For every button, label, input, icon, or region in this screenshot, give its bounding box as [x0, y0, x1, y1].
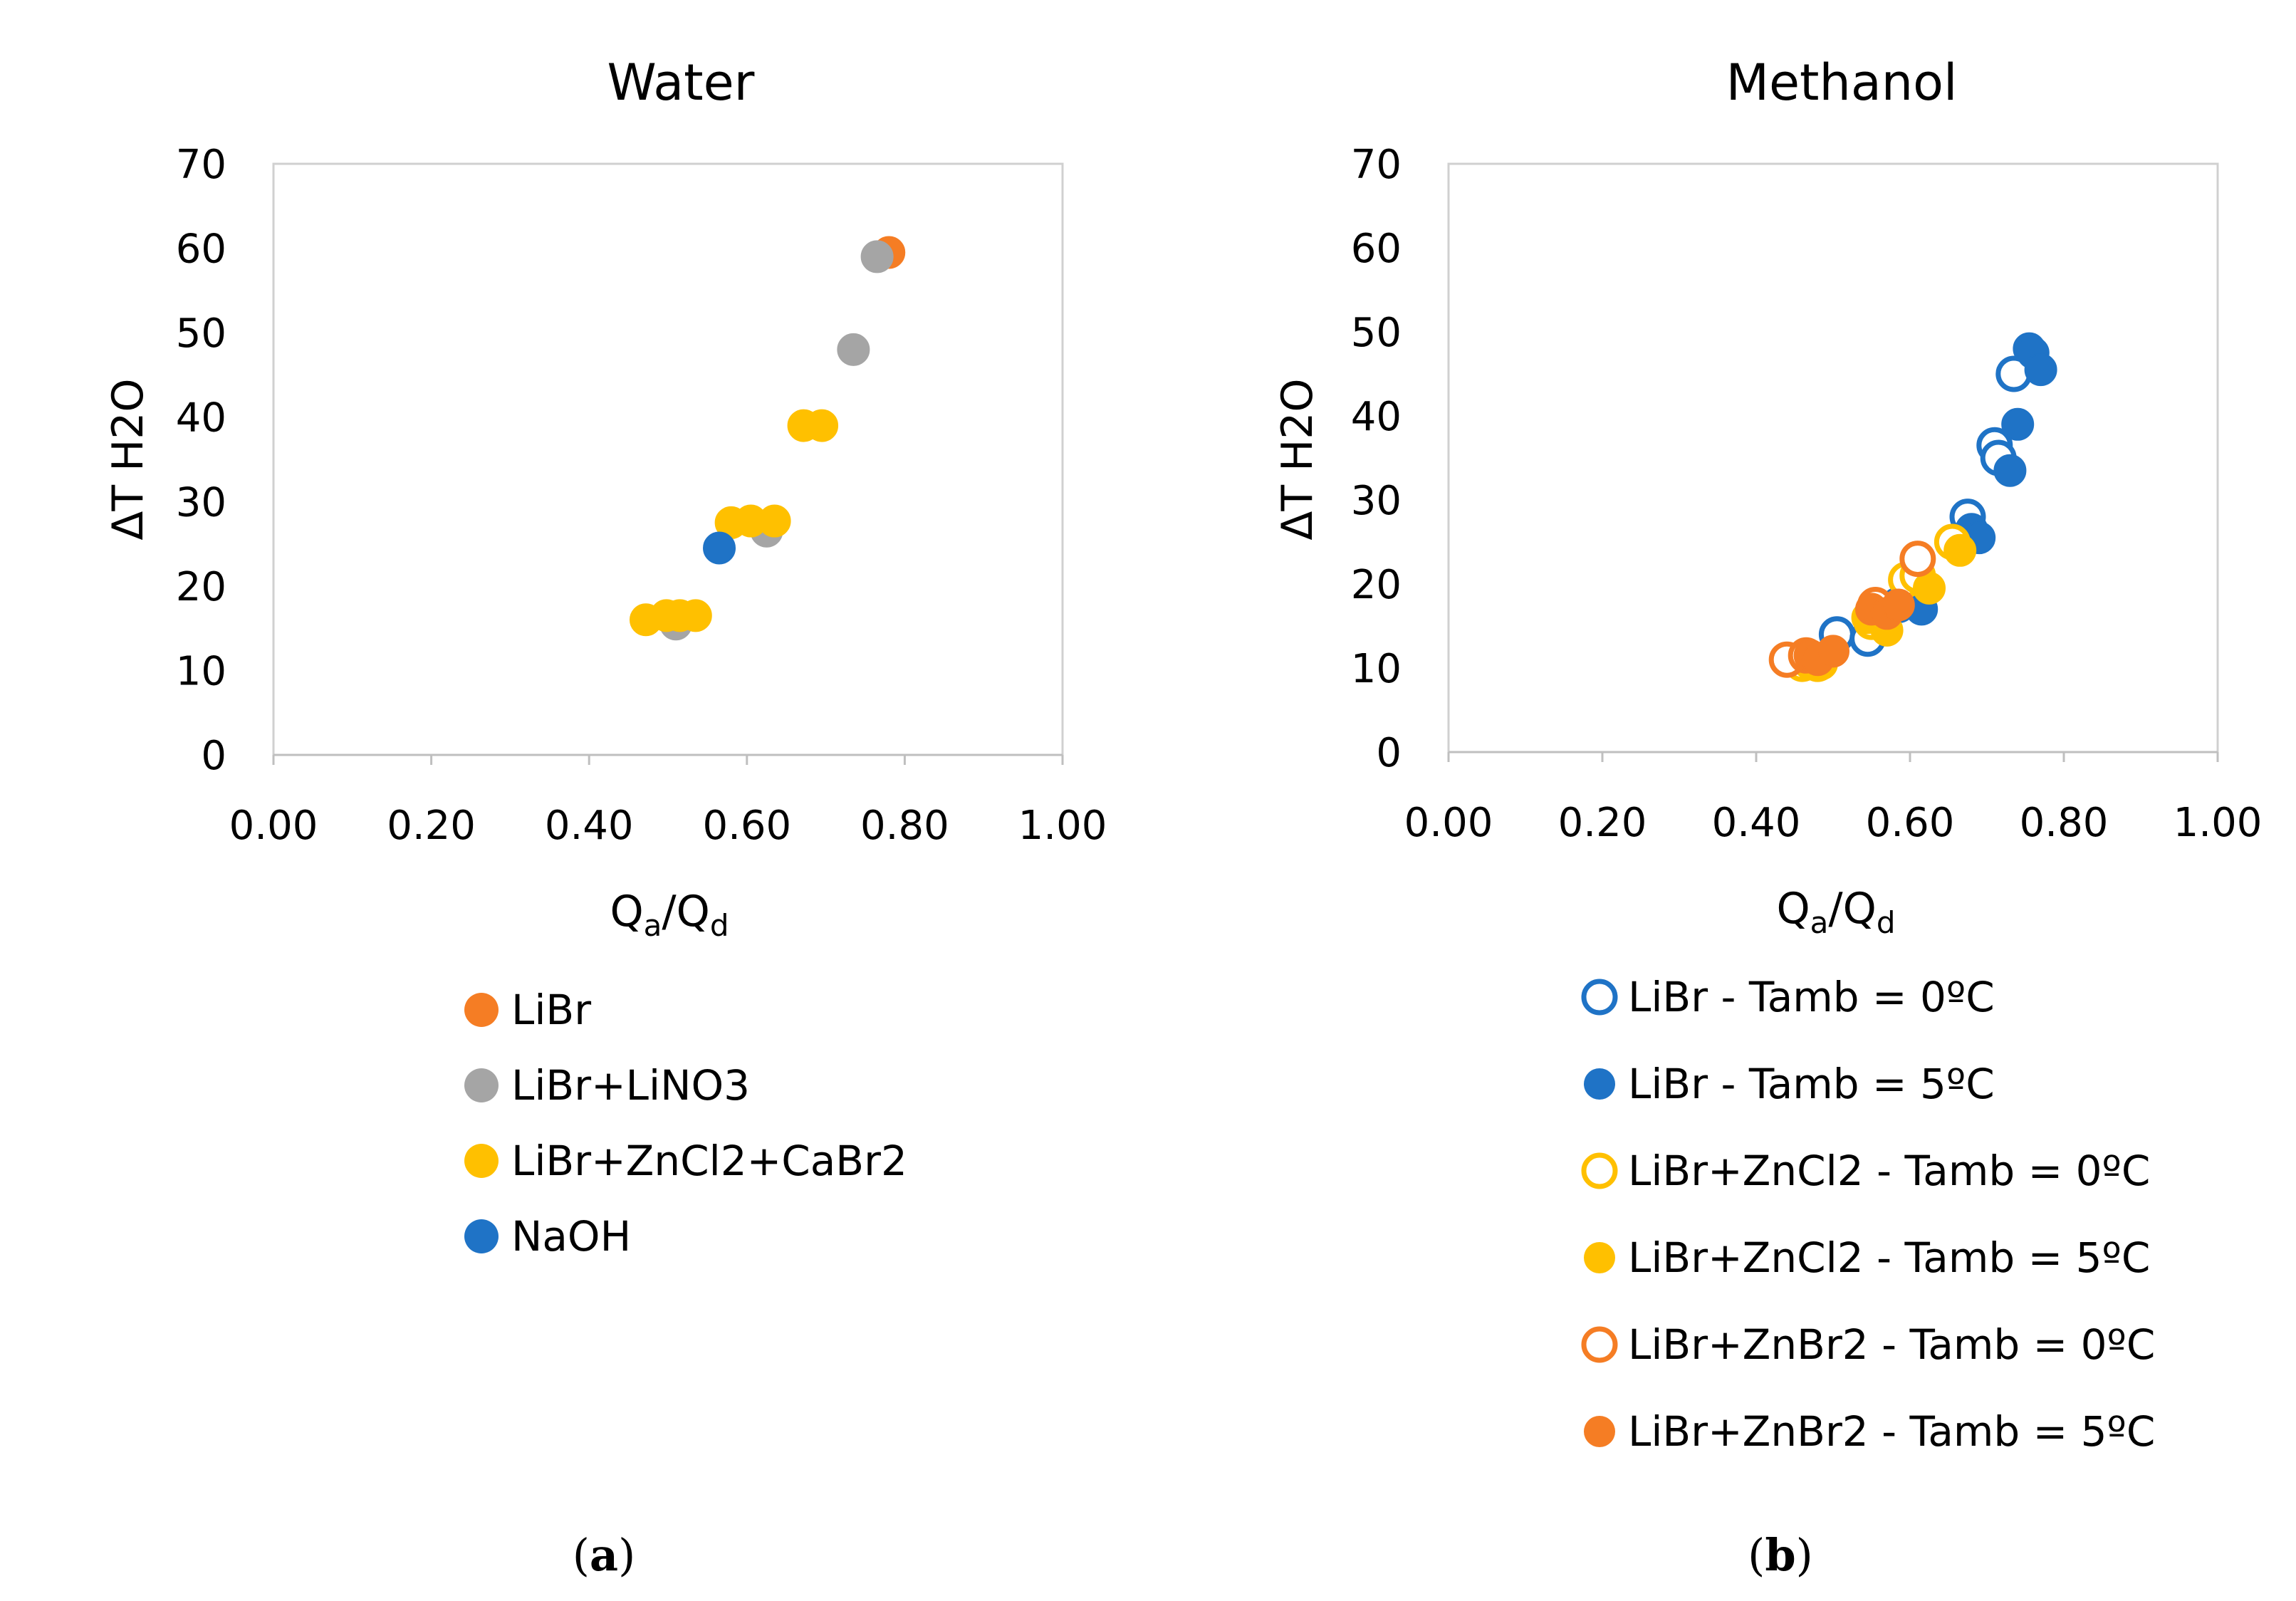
legend-marker	[1581, 1152, 1618, 1189]
legend-marker	[464, 993, 499, 1027]
plot-area	[272, 162, 1064, 756]
water-chart: Water 0.00 0.20 0.40 0.60 0.80 1.00 0 10 20 30 40 5…	[103, 53, 1107, 1581]
x-label-sub-d: d	[1877, 905, 1896, 940]
chart-title: Water	[607, 53, 755, 112]
legend-marker	[1584, 1416, 1615, 1447]
data-point	[837, 333, 870, 366]
legend-label: LiBr	[511, 986, 591, 1034]
data-point	[860, 240, 894, 273]
y-tick-label: 60	[176, 226, 226, 273]
legend-label: LiBr+ZnBr2 - Tamb = 0ºC	[1628, 1320, 2155, 1369]
y-tick-label: 70	[1351, 142, 1402, 188]
legend-marker	[464, 1144, 499, 1178]
data-point	[703, 531, 736, 565]
x-axis-label: Qa/Qd	[1776, 884, 1895, 940]
y-tick-label: 0	[201, 733, 226, 779]
y-tick-label: 40	[176, 395, 226, 442]
legend-marker	[464, 1068, 499, 1102]
data-points	[1768, 332, 2057, 682]
x-tick-label: 0.60	[1866, 800, 1955, 846]
x-label-sub-d: d	[710, 908, 729, 943]
caption-letter: b	[1765, 1529, 1795, 1581]
y-tick-label: 10	[176, 648, 226, 694]
legend-marker	[1584, 1242, 1615, 1273]
legend: LiBr - Tamb = 0ºC LiBr - Tamb = 5ºC LiBr+Z…	[1581, 973, 2155, 1456]
x-tick-label: 0.80	[2020, 800, 2109, 846]
axis-ticks: 0.00 0.20 0.40 0.60 0.80 1.00 0 10 20 30 40 50 60 70	[176, 142, 1107, 849]
data-point	[1913, 571, 1946, 605]
caption: (a)	[573, 1529, 636, 1581]
legend-label: LiBr+LiNO3	[511, 1061, 750, 1110]
x-label-q: Q	[610, 887, 643, 937]
legend-label: LiBr+ZnCl2 - Tamb = 5ºC	[1628, 1234, 2150, 1282]
data-point	[1899, 541, 1936, 578]
x-tick-label: 0.20	[387, 803, 476, 849]
caption-open: (	[1748, 1529, 1765, 1581]
legend-marker	[1581, 979, 1618, 1016]
x-tick-label: 0.00	[229, 803, 318, 849]
x-label-sep: /Q	[1828, 884, 1876, 934]
legend-marker	[1581, 1326, 1618, 1363]
x-tick-label: 0.00	[1404, 800, 1493, 846]
x-tick-label: 0.60	[702, 803, 791, 849]
legend-label: LiBr - Tamb = 5ºC	[1628, 1060, 1995, 1108]
caption-close: )	[618, 1529, 635, 1581]
x-axis-label: Qa/Qd	[610, 887, 729, 943]
caption: (b)	[1748, 1529, 1813, 1581]
methanol-chart: Methanol 0.00 0.20 0.40 0.60 0.80 1.00 0 10 20 30…	[1273, 53, 2262, 1581]
x-tick-label: 0.80	[860, 803, 949, 849]
legend-marker	[1584, 1068, 1615, 1100]
data-point	[758, 504, 791, 538]
y-tick-label: 70	[176, 142, 226, 188]
data-point	[805, 409, 839, 442]
y-axis-label: ΔT H2O	[103, 378, 153, 540]
legend-label: LiBr - Tamb = 0ºC	[1628, 973, 1995, 1021]
y-tick-label: 30	[1351, 478, 1402, 524]
data-point	[2024, 353, 2057, 387]
x-tick-label: 0.40	[1712, 800, 1801, 846]
data-point	[1943, 533, 1977, 567]
y-tick-label: 20	[1351, 562, 1402, 608]
axis-ticks: 0.00 0.20 0.40 0.60 0.80 1.00 0 10 20 30 40 50 60 70	[1351, 142, 2263, 846]
y-tick-label: 10	[1351, 646, 1402, 692]
y-tick-label: 20	[176, 564, 226, 610]
y-tick-label: 0	[1376, 730, 1402, 776]
y-axis-label: ΔT H2O	[1273, 378, 1322, 540]
data-point	[679, 599, 712, 632]
y-tick-label: 50	[1351, 310, 1402, 356]
legend-label: LiBr+ZnCl2+CaBr2	[511, 1137, 907, 1185]
caption-close: )	[1796, 1529, 1813, 1581]
y-tick-label: 50	[176, 311, 226, 357]
chart-title: Methanol	[1726, 53, 1958, 112]
x-tick-label: 0.20	[1558, 800, 1647, 846]
caption-open: (	[573, 1529, 590, 1581]
caption-letter: a	[590, 1529, 618, 1581]
data-point	[1993, 454, 2027, 487]
x-tick-label: 1.00	[2174, 800, 2263, 846]
legend-marker	[464, 1219, 499, 1253]
y-tick-label: 30	[176, 479, 226, 526]
data-point	[1817, 635, 1849, 668]
data-point	[1882, 588, 1915, 622]
x-label-q: Q	[1776, 884, 1810, 934]
x-tick-label: 1.00	[1018, 803, 1107, 849]
legend: LiBr LiBr+LiNO3 LiBr+ZnCl2+CaBr2 NaOH	[464, 986, 907, 1261]
x-tick-label: 0.40	[545, 803, 634, 849]
y-tick-label: 40	[1351, 394, 1402, 440]
data-point	[2001, 407, 2035, 441]
legend-label: NaOH	[511, 1212, 631, 1261]
legend-label: LiBr+ZnCl2 - Tamb = 0ºC	[1628, 1147, 2150, 1195]
x-label-sub-a: a	[644, 908, 662, 943]
x-label-sub-a: a	[1810, 905, 1829, 940]
x-label-sep: /Q	[662, 887, 709, 937]
data-points	[629, 236, 906, 641]
legend-label: LiBr+ZnBr2 - Tamb = 5ºC	[1628, 1407, 2155, 1456]
y-tick-label: 60	[1351, 226, 1402, 272]
